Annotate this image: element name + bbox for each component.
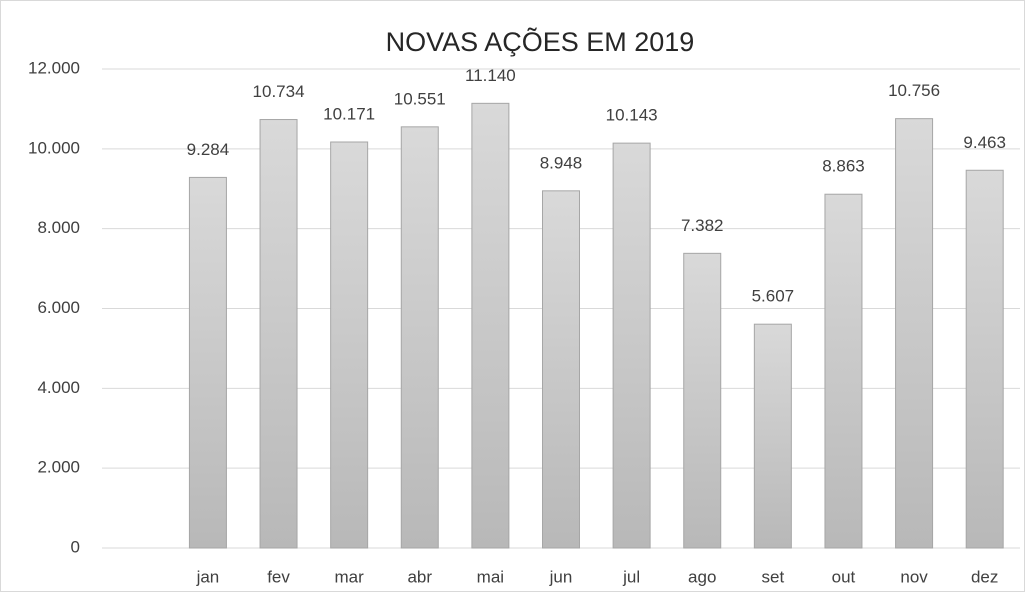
value-label: 9.284 bbox=[187, 140, 230, 159]
bar bbox=[188, 176, 227, 549]
bar bbox=[612, 142, 651, 549]
x-tick-label: nov bbox=[900, 567, 928, 586]
value-label: 11.140 bbox=[465, 66, 516, 85]
bar bbox=[824, 193, 863, 549]
x-tick-label: mar bbox=[335, 567, 365, 586]
x-tick-label: abr bbox=[407, 567, 432, 586]
bar bbox=[259, 119, 298, 549]
value-label: 5.607 bbox=[752, 287, 795, 306]
chart-title: NOVAS AÇÕES EM 2019 bbox=[386, 26, 695, 57]
value-label: 10.143 bbox=[606, 106, 658, 125]
bar bbox=[753, 323, 792, 549]
x-tick-label: fev bbox=[267, 567, 290, 586]
value-label: 9.463 bbox=[963, 133, 1006, 152]
value-label: 8.863 bbox=[822, 157, 865, 176]
x-tick-label: jul bbox=[622, 567, 640, 586]
x-tick-label: out bbox=[832, 567, 856, 586]
value-label: 10.171 bbox=[323, 104, 375, 123]
y-tick-label: 8.000 bbox=[37, 218, 80, 237]
y-tick-label: 6.000 bbox=[37, 298, 80, 317]
y-tick-label: 10.000 bbox=[28, 138, 80, 157]
x-tick-label: jan bbox=[196, 567, 220, 586]
x-tick-label: set bbox=[762, 567, 785, 586]
y-tick-label: 0 bbox=[71, 537, 80, 556]
value-label: 7.382 bbox=[681, 216, 724, 235]
x-tick-label: mai bbox=[477, 567, 504, 586]
value-label: 10.734 bbox=[253, 82, 305, 101]
y-tick-label: 4.000 bbox=[37, 378, 80, 397]
x-tick-label: dez bbox=[971, 567, 998, 586]
x-tick-label: ago bbox=[688, 567, 716, 586]
value-label: 10.551 bbox=[394, 89, 446, 108]
bar bbox=[965, 169, 1004, 549]
bar bbox=[330, 141, 369, 549]
y-tick-label: 12.000 bbox=[28, 58, 80, 77]
value-label: 8.948 bbox=[540, 153, 583, 172]
bar bbox=[471, 102, 510, 549]
bar bbox=[400, 126, 439, 549]
bar bbox=[683, 252, 722, 549]
x-tick-label: jun bbox=[549, 567, 573, 586]
value-label: 10.756 bbox=[888, 81, 940, 100]
bar bbox=[542, 190, 580, 549]
y-tick-label: 2.000 bbox=[37, 458, 80, 477]
bar bbox=[895, 118, 934, 549]
